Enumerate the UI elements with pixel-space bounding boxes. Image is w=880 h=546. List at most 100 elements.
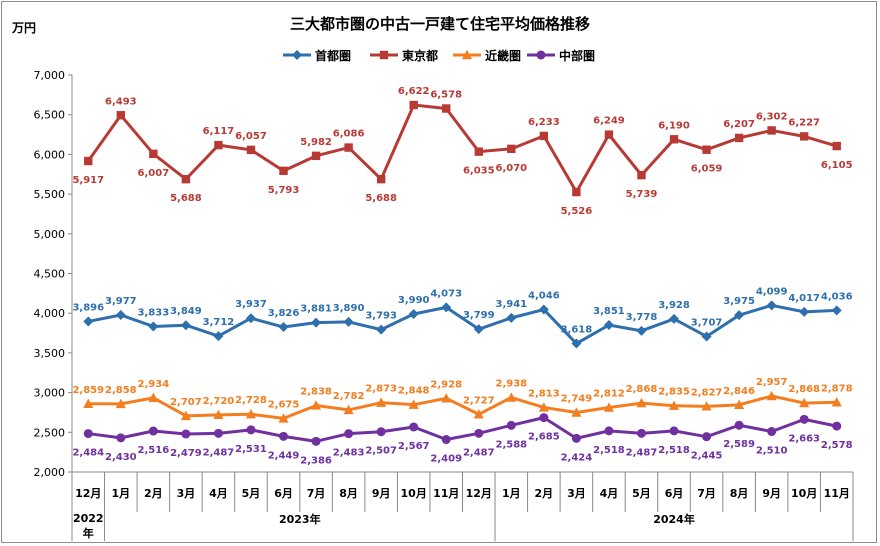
x-tick-label: 3月 xyxy=(177,487,196,500)
data-label: 2,518 xyxy=(658,445,690,456)
x-tick-label: 2月 xyxy=(144,487,163,500)
data-point xyxy=(115,310,126,321)
data-point xyxy=(636,325,647,336)
data-label: 2,588 xyxy=(495,439,527,450)
data-label: 2,445 xyxy=(691,451,723,462)
data-label: 4,073 xyxy=(430,288,462,299)
x-tick-label: 11月 xyxy=(824,487,850,500)
data-point xyxy=(279,166,288,176)
data-point xyxy=(734,310,745,321)
legend-label: 東京都 xyxy=(402,48,438,63)
data-point xyxy=(539,413,549,423)
data-point xyxy=(409,422,419,432)
data-label: 5,793 xyxy=(268,185,300,196)
data-point xyxy=(279,431,289,441)
x-tick-label: 4月 xyxy=(600,487,619,500)
data-label: 3,707 xyxy=(691,317,723,328)
data-point xyxy=(669,400,680,410)
data-point xyxy=(213,409,224,420)
data-label: 3,975 xyxy=(723,296,755,307)
data-point xyxy=(571,338,582,349)
data-label: 3,941 xyxy=(495,299,527,310)
data-point xyxy=(343,316,354,327)
data-point xyxy=(83,429,93,439)
data-label: 4,046 xyxy=(528,291,560,302)
y-tick-label: 3,000 xyxy=(34,387,66,400)
data-point xyxy=(376,397,387,407)
x-tick-label: 8月 xyxy=(730,487,749,500)
y-tick-label: 4,000 xyxy=(34,307,66,320)
data-point xyxy=(148,321,159,332)
data-label: 6,233 xyxy=(528,117,560,128)
data-point xyxy=(149,149,158,159)
data-point xyxy=(311,317,322,328)
data-label: 2,938 xyxy=(495,379,527,390)
data-point xyxy=(506,312,517,323)
x-tick-label: 12月 xyxy=(75,487,101,500)
x-tick-label: 6月 xyxy=(274,487,293,500)
data-point xyxy=(408,399,419,409)
data-point xyxy=(83,398,94,408)
data-point xyxy=(441,302,452,313)
data-label: 5,917 xyxy=(72,175,104,186)
data-label: 6,622 xyxy=(398,86,430,97)
data-point xyxy=(799,132,809,141)
data-label: 3,778 xyxy=(626,312,658,323)
data-point xyxy=(376,324,387,335)
data-point xyxy=(245,408,256,419)
x-tick-label: 9月 xyxy=(762,487,781,500)
data-point xyxy=(181,429,191,439)
legend-marker xyxy=(536,50,546,60)
data-point xyxy=(148,392,159,403)
data-label: 2,827 xyxy=(691,387,723,398)
data-point xyxy=(669,135,679,144)
data-point xyxy=(311,436,321,446)
year-group-label: 2022 年 xyxy=(73,512,104,540)
data-label: 2,957 xyxy=(756,377,788,388)
data-point xyxy=(702,145,711,154)
data-label: 2,487 xyxy=(463,447,495,458)
data-point xyxy=(409,100,418,110)
data-point xyxy=(376,174,386,184)
data-label: 2,518 xyxy=(593,445,625,456)
chart-legend: 首都圏 東京都 近畿圏 中部圏 xyxy=(283,48,595,63)
data-point xyxy=(473,409,484,419)
data-label: 3,618 xyxy=(561,325,593,336)
data-label: 3,890 xyxy=(333,303,365,314)
data-label: 3,881 xyxy=(300,304,332,315)
data-label: 6,578 xyxy=(430,90,462,101)
data-point xyxy=(734,133,744,143)
y-axis-unit-label: 万円 xyxy=(11,21,36,35)
data-label: 2,720 xyxy=(203,396,235,407)
data-label: 2,859 xyxy=(72,385,104,396)
series-line xyxy=(87,103,838,194)
data-label: 3,799 xyxy=(463,310,495,321)
data-point xyxy=(701,401,712,411)
legend-label: 首都圏 xyxy=(315,48,351,63)
data-point xyxy=(702,432,712,442)
data-label: 4,017 xyxy=(788,293,820,304)
data-point xyxy=(799,397,810,408)
chart-title: 三大都市圏の中古一戸建て住宅平均価格推移 xyxy=(290,15,590,33)
legend-item: 中部圏 xyxy=(527,48,595,63)
x-tick-label: 7月 xyxy=(697,487,716,500)
data-label: 3,977 xyxy=(105,296,137,307)
data-label: 3,937 xyxy=(235,299,267,310)
legend-item: 近畿圏 xyxy=(453,48,521,63)
data-point xyxy=(506,392,517,402)
data-point xyxy=(734,420,744,430)
data-point xyxy=(246,145,256,155)
data-label: 3,712 xyxy=(203,317,235,328)
data-label: 6,007 xyxy=(138,168,170,179)
data-label: 2,934 xyxy=(138,379,170,390)
data-label: 2,507 xyxy=(365,446,397,457)
data-point xyxy=(767,427,777,437)
x-tick-label: 10月 xyxy=(401,487,427,500)
data-point xyxy=(636,428,646,438)
x-tick-label: 12月 xyxy=(466,487,492,500)
data-label: 2,835 xyxy=(658,387,690,398)
data-label: 2,848 xyxy=(398,386,430,397)
data-point xyxy=(669,313,680,324)
data-point xyxy=(83,316,94,327)
